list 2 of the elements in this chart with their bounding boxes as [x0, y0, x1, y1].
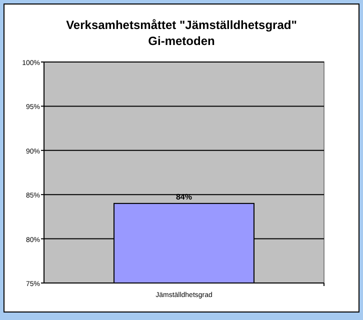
chart-title: Verksamhetsmåttet "Jämställdhetsgrad"	[66, 18, 297, 32]
chart-subtitle: Gi-metoden	[148, 34, 215, 48]
